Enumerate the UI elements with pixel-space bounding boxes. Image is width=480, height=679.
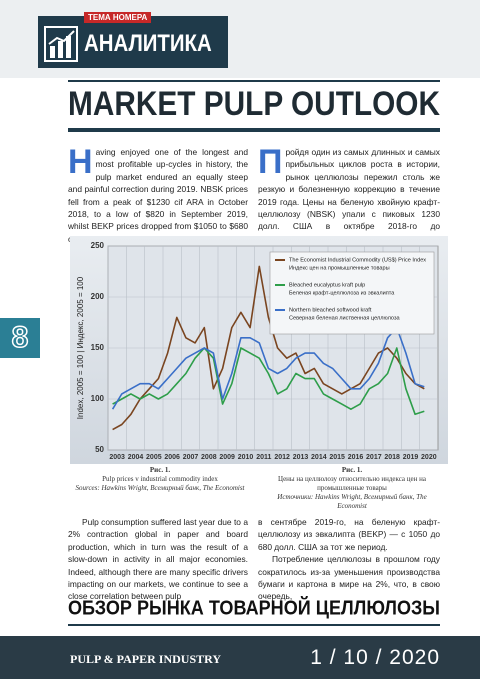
page-number: 8 — [11, 320, 29, 355]
series-line — [112, 265, 425, 431]
section-label: ТЕМА НОМЕРА — [84, 12, 152, 23]
x-tick-label: 2012 — [274, 454, 290, 461]
y-tick-label: 150 — [91, 343, 105, 352]
title: MARKET PULP OUTLOOK — [68, 86, 440, 123]
caption-figure: Рис. 1. — [149, 466, 171, 474]
body-en: Pulp consumption suffered last year due … — [68, 517, 248, 602]
caption-source: Sources: Hawkins Wright, Всемирный банк,… — [75, 484, 245, 492]
x-tick-label: 2008 — [201, 454, 217, 461]
caption-en: Рис. 1. Pulp prices v industrial commodi… — [70, 466, 250, 493]
y-tick-label: 100 — [91, 394, 105, 403]
chart: Index, 2005 = 100 | Индекс, 2005 = 100 5… — [70, 236, 448, 464]
x-tick-label: 2003 — [109, 454, 125, 461]
x-tick-label: 2020 — [421, 454, 437, 461]
caption-text: Pulp prices v industrial commodity index — [102, 475, 218, 483]
intro-en: Having enjoyed one of the longest and mo… — [68, 143, 248, 244]
footer-magazine: PULP & PAPER INDUSTRY — [70, 652, 222, 666]
legend-label: Northern bleached softwood kraft — [289, 307, 372, 313]
caption-text: Цены на целлюлозу относительно индекса ц… — [278, 475, 426, 492]
rule — [68, 624, 440, 626]
title-svg: MARKET PULP OUTLOOK — [68, 86, 440, 123]
legend-label: Bleached eucalyptus kraft pulp — [289, 282, 365, 288]
caption-figure: Рис. 1. — [341, 466, 363, 474]
legend-label: Индекс цен на промышленные товары — [289, 265, 390, 271]
subtitle: ОБЗОР РЫНКА ТОВАРНОЙ ЦЕЛЛЮЛОЗЫ — [68, 596, 440, 619]
footer-issue: 1 / 10 / 2020 — [310, 646, 440, 669]
footer-band — [0, 636, 480, 679]
rule — [68, 80, 440, 82]
series-line — [112, 347, 425, 416]
caption-source: Источники: Hawkins Wright, Всемирный бан… — [277, 493, 427, 510]
section-icon — [44, 26, 78, 62]
x-tick-label: 2009 — [219, 454, 235, 461]
page-number-box — [0, 318, 40, 358]
body-ru: в сентябре 2019-го, на беленую крафт-цел… — [258, 516, 440, 603]
x-tick-label: 2010 — [238, 454, 254, 461]
y-tick-label: 50 — [95, 445, 104, 454]
y-tick-label: 250 — [91, 241, 105, 250]
paragraph: в сентябре 2019-го, на беленую крафт-цел… — [258, 517, 440, 552]
x-tick-label: 2007 — [183, 454, 199, 461]
legend-label: Северная беленая лиственная целлюлоза — [289, 315, 401, 321]
section-title: АНАЛИТИКА — [84, 30, 212, 57]
x-tick-label: 2006 — [164, 454, 180, 461]
legend-label: Беленая крафт-целлюлоза из эвкалипта — [289, 290, 395, 296]
series-line — [111, 326, 425, 410]
x-tick-label: 2011 — [256, 454, 271, 461]
legend-label: The Economist Industrial Commodity (US$)… — [289, 257, 426, 263]
legend: The Economist Industrial Commodity (US$)… — [269, 251, 435, 335]
x-tick-label: 2005 — [146, 454, 162, 461]
x-tick-label: 2019 — [403, 454, 419, 461]
paragraph: Потребление целлюлозы в прошлом году сок… — [258, 554, 440, 602]
caption-ru: Рис. 1. Цены на целлюлозу относительно и… — [262, 466, 442, 511]
x-tick-label: 2013 — [293, 454, 309, 461]
subtitle-svg: ОБЗОР РЫНКА ТОВАРНОЙ ЦЕЛЛЮЛОЗЫ — [68, 596, 440, 619]
x-tick-label: 2015 — [329, 454, 345, 461]
rule — [68, 128, 440, 132]
y-tick-label: 200 — [91, 292, 105, 301]
x-tick-label: 2018 — [384, 454, 400, 461]
y-axis-label: Index, 2005 = 100 | Индекс, 2005 = 100 — [76, 276, 85, 419]
legend-box — [269, 251, 435, 335]
x-tick-label: 2016 — [348, 454, 364, 461]
x-tick-label: 2014 — [311, 454, 327, 461]
x-tick-label: 2004 — [128, 454, 144, 461]
x-tick-label: 2017 — [366, 454, 382, 461]
intro-ru: Пройдя один из самых длинных и самых при… — [258, 143, 440, 244]
